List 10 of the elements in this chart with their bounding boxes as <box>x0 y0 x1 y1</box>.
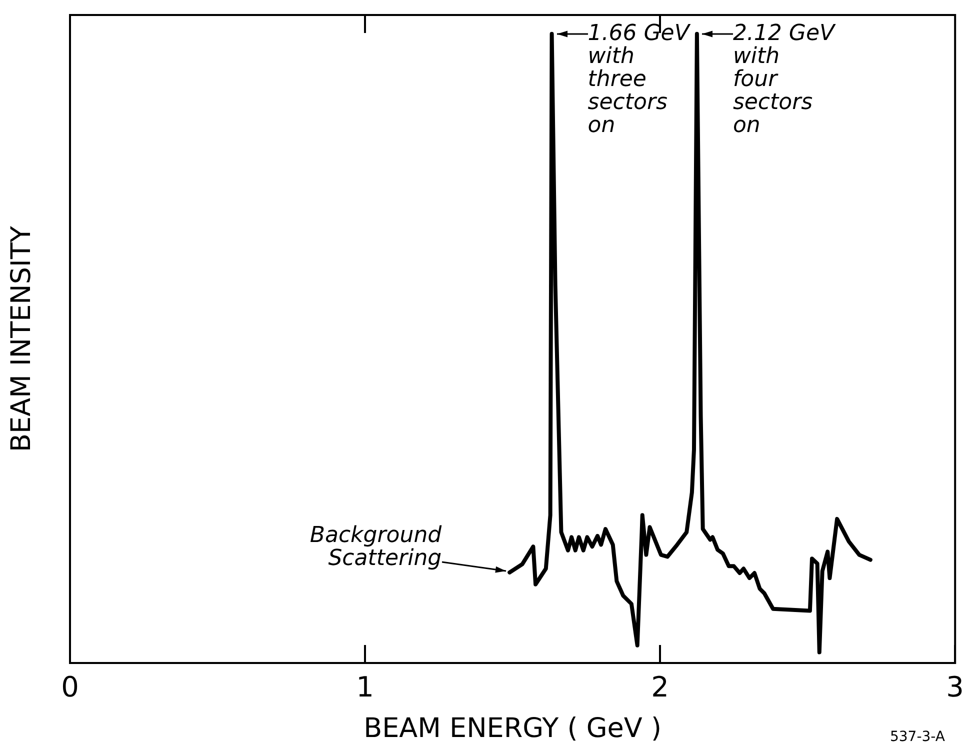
x-axis-title: BEAM ENERGY ( GeV ) <box>364 713 662 744</box>
text: 537-3-A <box>890 729 945 745</box>
y-axis-title: BEAM INTENSITY <box>6 226 37 452</box>
annotation: Background Scattering <box>310 523 442 572</box>
annotation: 2.12 GeV with four sectors on <box>732 20 835 138</box>
x-tick-label: 0 <box>61 670 79 704</box>
x-tick-label: 3 <box>946 670 964 704</box>
annotation: 1.66 GeV with three sectors on <box>588 20 690 138</box>
x-tick-label: 1 <box>356 670 374 704</box>
x-tick-label: 2 <box>651 670 669 704</box>
